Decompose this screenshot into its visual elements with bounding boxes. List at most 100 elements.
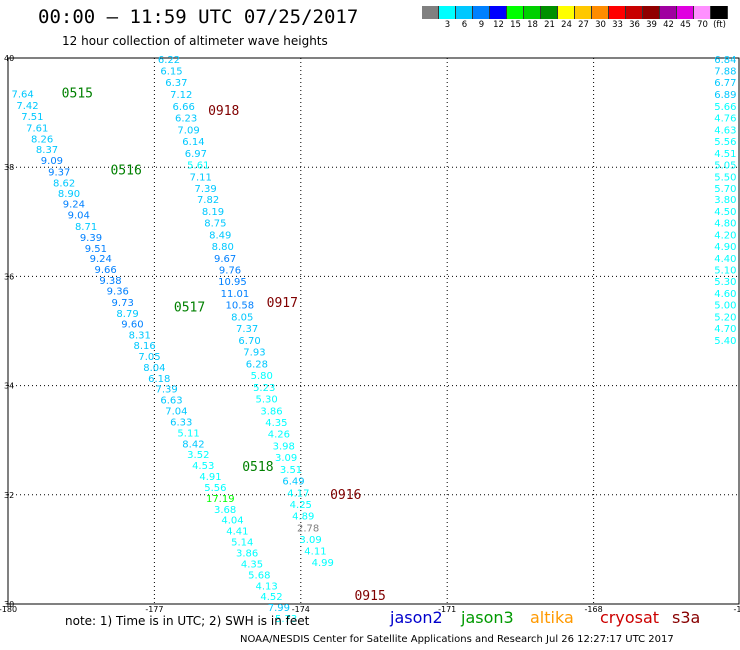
swh-point-label: 4.11	[304, 546, 326, 557]
legend-swatch	[490, 6, 507, 19]
x-tick-label: -168	[585, 605, 603, 614]
swh-point-label: 3.80	[714, 195, 736, 206]
swh-point-label: 4.80	[714, 219, 736, 230]
legend-swatch	[592, 6, 609, 19]
satellite-label-jason3: jason3	[461, 608, 514, 627]
legend-swatch	[626, 6, 643, 19]
swh-point-label: 4.41	[226, 527, 248, 538]
swh-point-label: 6.77	[714, 78, 736, 89]
x-tick-label: -16	[733, 605, 740, 614]
swh-point-label: 4.63	[714, 125, 736, 136]
swh-point-label: 8.37	[36, 145, 58, 156]
swh-point-label: 10.95	[218, 277, 247, 288]
satellite-label-jason2: jason2	[390, 608, 443, 627]
swh-point-label: 5.68	[248, 570, 270, 581]
pass-time-label: 0916	[330, 488, 361, 503]
swh-point-label: 8.04	[143, 363, 165, 374]
satellite-label-altika: altika	[530, 608, 574, 627]
swh-point-label: 4.17	[287, 488, 309, 499]
swh-point-label: 5.14	[231, 538, 253, 549]
legend-swatch	[524, 6, 541, 19]
y-tick-label: 32	[4, 491, 14, 500]
legend-swatch	[422, 6, 439, 19]
swh-point-label: 4.13	[256, 581, 278, 592]
legend-bin-label: 12	[493, 20, 504, 30]
swh-point-label: 9.67	[214, 254, 236, 265]
legend-bin-label: (ft)	[713, 20, 726, 30]
swh-point-label: 5.23	[253, 383, 275, 394]
swh-point-label: 6.66	[173, 102, 195, 113]
swh-point-label: 6.18	[148, 374, 170, 385]
swh-point-label: 5.20	[714, 313, 736, 324]
swh-point-label: 8.62	[53, 178, 75, 189]
swh-point-label: 7.99	[268, 603, 290, 614]
swh-point-label: 7.51	[21, 112, 43, 123]
pass-time-label: 0518	[242, 460, 273, 475]
swh-point-label: 5.10	[714, 266, 736, 277]
swh-point-label: 9.37	[48, 167, 70, 178]
legend-swatch	[660, 6, 677, 19]
swh-point-label: 4.51	[714, 149, 736, 160]
swh-point-label: 4.40	[714, 254, 736, 265]
swh-point-label: 9.66	[94, 265, 116, 276]
swh-point-label: 8.90	[58, 189, 80, 200]
swh-point-label: 8.80	[212, 242, 234, 253]
swh-point-label: 6.28	[246, 360, 268, 371]
legend-bin-label: 36	[629, 20, 640, 30]
swh-point-label: 4.25	[290, 500, 312, 511]
swh-point-label: 8.79	[116, 309, 138, 320]
swh-point-label: 5.30	[714, 277, 736, 288]
x-tick-label: -180	[0, 605, 17, 614]
swh-point-label: 8.71	[75, 222, 97, 233]
swh-point-label: 3.09	[299, 535, 321, 546]
satellite-label-cryosat: cryosat	[600, 608, 660, 627]
swh-point-label: 6.33	[170, 417, 192, 428]
swh-point-label: 8.31	[129, 331, 151, 342]
swh-point-label: 9.38	[99, 276, 121, 287]
swh-point-label: 5.30	[256, 395, 278, 406]
swh-point-label: 4.53	[192, 461, 214, 472]
legend-swatch	[575, 6, 592, 19]
swh-point-label: 7.04	[165, 407, 187, 418]
swh-point-label: 5.11	[177, 428, 199, 439]
pass-time-label: 0516	[110, 163, 141, 178]
swh-point-label: 5.05	[714, 160, 736, 171]
legend-bin-label: 3	[444, 20, 451, 30]
legend-bin-label: 27	[578, 20, 589, 30]
legend-swatch	[456, 6, 473, 19]
swh-point-label: 9.24	[90, 254, 112, 265]
swh-point-label: 8.26	[31, 135, 53, 146]
swh-point-label: 7.93	[243, 348, 265, 359]
legend-labels: 3 6 9 12 15 18 21 24 27 30 33 36 39 42 45 70 (ft)	[422, 20, 728, 30]
swh-point-label: 5.70	[714, 184, 736, 195]
swh-point-label: 2.78	[297, 523, 319, 534]
swh-point-label: 8.05	[231, 313, 253, 324]
swh-point-label: 6.14	[182, 137, 204, 148]
swh-point-label: 6.22	[158, 55, 180, 66]
legend-swatch	[609, 6, 626, 19]
legend-bin-label: 30	[595, 20, 606, 30]
swh-point-label: 5.56	[714, 137, 736, 148]
legend-bin-label: 6	[461, 20, 468, 30]
swh-point-label: 7.88	[714, 66, 736, 77]
swh-point-label: 5.56	[204, 483, 226, 494]
swh-point-label: 9.09	[41, 156, 63, 167]
swh-point-label: 9.60	[121, 320, 143, 331]
swh-point-label: 6.97	[185, 149, 207, 160]
swh-point-label: 5.73	[275, 614, 297, 625]
y-tick-label: 30	[4, 600, 14, 609]
swh-point-label: 5.61	[187, 160, 209, 171]
legend-bin-label: 45	[680, 20, 691, 30]
swh-point-label: 6.23	[175, 113, 197, 124]
pass-time-label: 0517	[174, 300, 205, 315]
swh-point-label: 9.36	[107, 286, 129, 297]
x-tick-label: -174	[292, 605, 310, 614]
swh-point-label: 6.89	[714, 90, 736, 101]
swh-point-label: 9.76	[219, 266, 241, 277]
legend-bin-label: 9	[478, 20, 485, 30]
legend-bin-label: 15	[510, 20, 521, 30]
swh-point-label: 5.40	[714, 336, 736, 347]
swh-point-label: 8.75	[204, 219, 226, 230]
swh-point-label: 3.51	[280, 465, 302, 476]
swh-point-label: 4.76	[714, 113, 736, 124]
